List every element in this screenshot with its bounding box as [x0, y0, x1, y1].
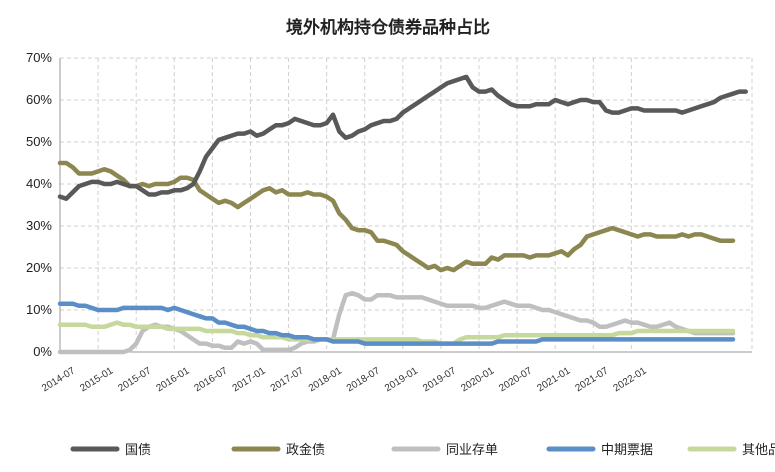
y-tick-label: 70%: [26, 50, 52, 65]
legend-label: 同业存单: [446, 443, 498, 458]
x-tick-label: 2018-07: [345, 365, 382, 394]
x-tick-label: 2014-07: [40, 365, 77, 394]
legend-label: 其他品种: [742, 443, 775, 458]
x-tick-label: 2021-01: [535, 365, 572, 394]
x-tick-label: 2018-01: [307, 365, 344, 394]
y-tick-label: 10%: [26, 302, 52, 317]
chart-series: [57, 74, 748, 355]
chart-legend: 国债 政金债 同业存单 中期票据 其他品种: [70, 442, 775, 458]
series-line-4: [57, 301, 736, 346]
y-tick-label: 0%: [33, 344, 52, 359]
y-tick-label: 50%: [26, 134, 52, 149]
series-line-1: [57, 74, 748, 201]
legend-label: 国债: [125, 443, 151, 458]
legend-label: 政金债: [286, 442, 325, 458]
x-tick-label: 2016-07: [193, 365, 230, 394]
series-line-2: [57, 160, 736, 273]
chart-grid: [59, 57, 753, 352]
chart-title: 境外机构持仓债券品种占比: [286, 17, 490, 38]
x-tick-label: 2015-07: [116, 365, 153, 394]
y-tick-label: 20%: [26, 260, 52, 275]
y-tick-label: 40%: [26, 176, 52, 191]
x-tick-label: 2019-01: [383, 365, 420, 394]
x-tick-label: 2017-07: [269, 365, 306, 394]
x-tick-label: 2022-01: [612, 365, 649, 394]
y-tick-label: 60%: [26, 92, 52, 107]
x-tick-label: 2021-07: [573, 365, 610, 394]
legend-label: 中期票据: [601, 443, 653, 458]
x-tick-label: 2015-01: [78, 365, 115, 394]
x-tick-label: 2017-01: [231, 365, 268, 394]
x-tick-label: 2019-07: [421, 365, 458, 394]
series-line-5: [57, 320, 736, 346]
x-tick-label: 2020-07: [497, 365, 534, 394]
x-tick-label: 2016-01: [154, 365, 191, 394]
x-tick-label: 2020-01: [459, 365, 496, 394]
y-tick-label: 30%: [26, 218, 52, 233]
